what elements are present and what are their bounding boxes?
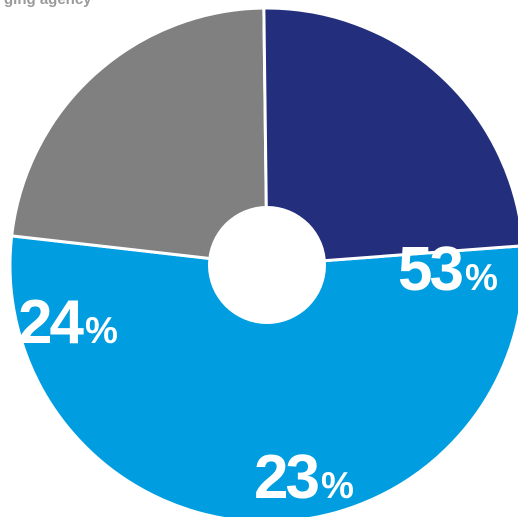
pie-slice-3 (262, 6, 518, 267)
slice-label-2: 23% (254, 443, 354, 512)
pie-slice-1 (8, 234, 518, 517)
donut-hole (208, 206, 326, 324)
chart-caption: ging agency (4, 0, 92, 8)
chart-slices (8, 6, 518, 517)
chart-labels: 53 % 23 % 24% (18, 235, 498, 512)
pie-slice-2 (10, 6, 269, 267)
slice-label-3: 24% (18, 288, 118, 357)
slice-label-1: 53% (398, 235, 498, 304)
